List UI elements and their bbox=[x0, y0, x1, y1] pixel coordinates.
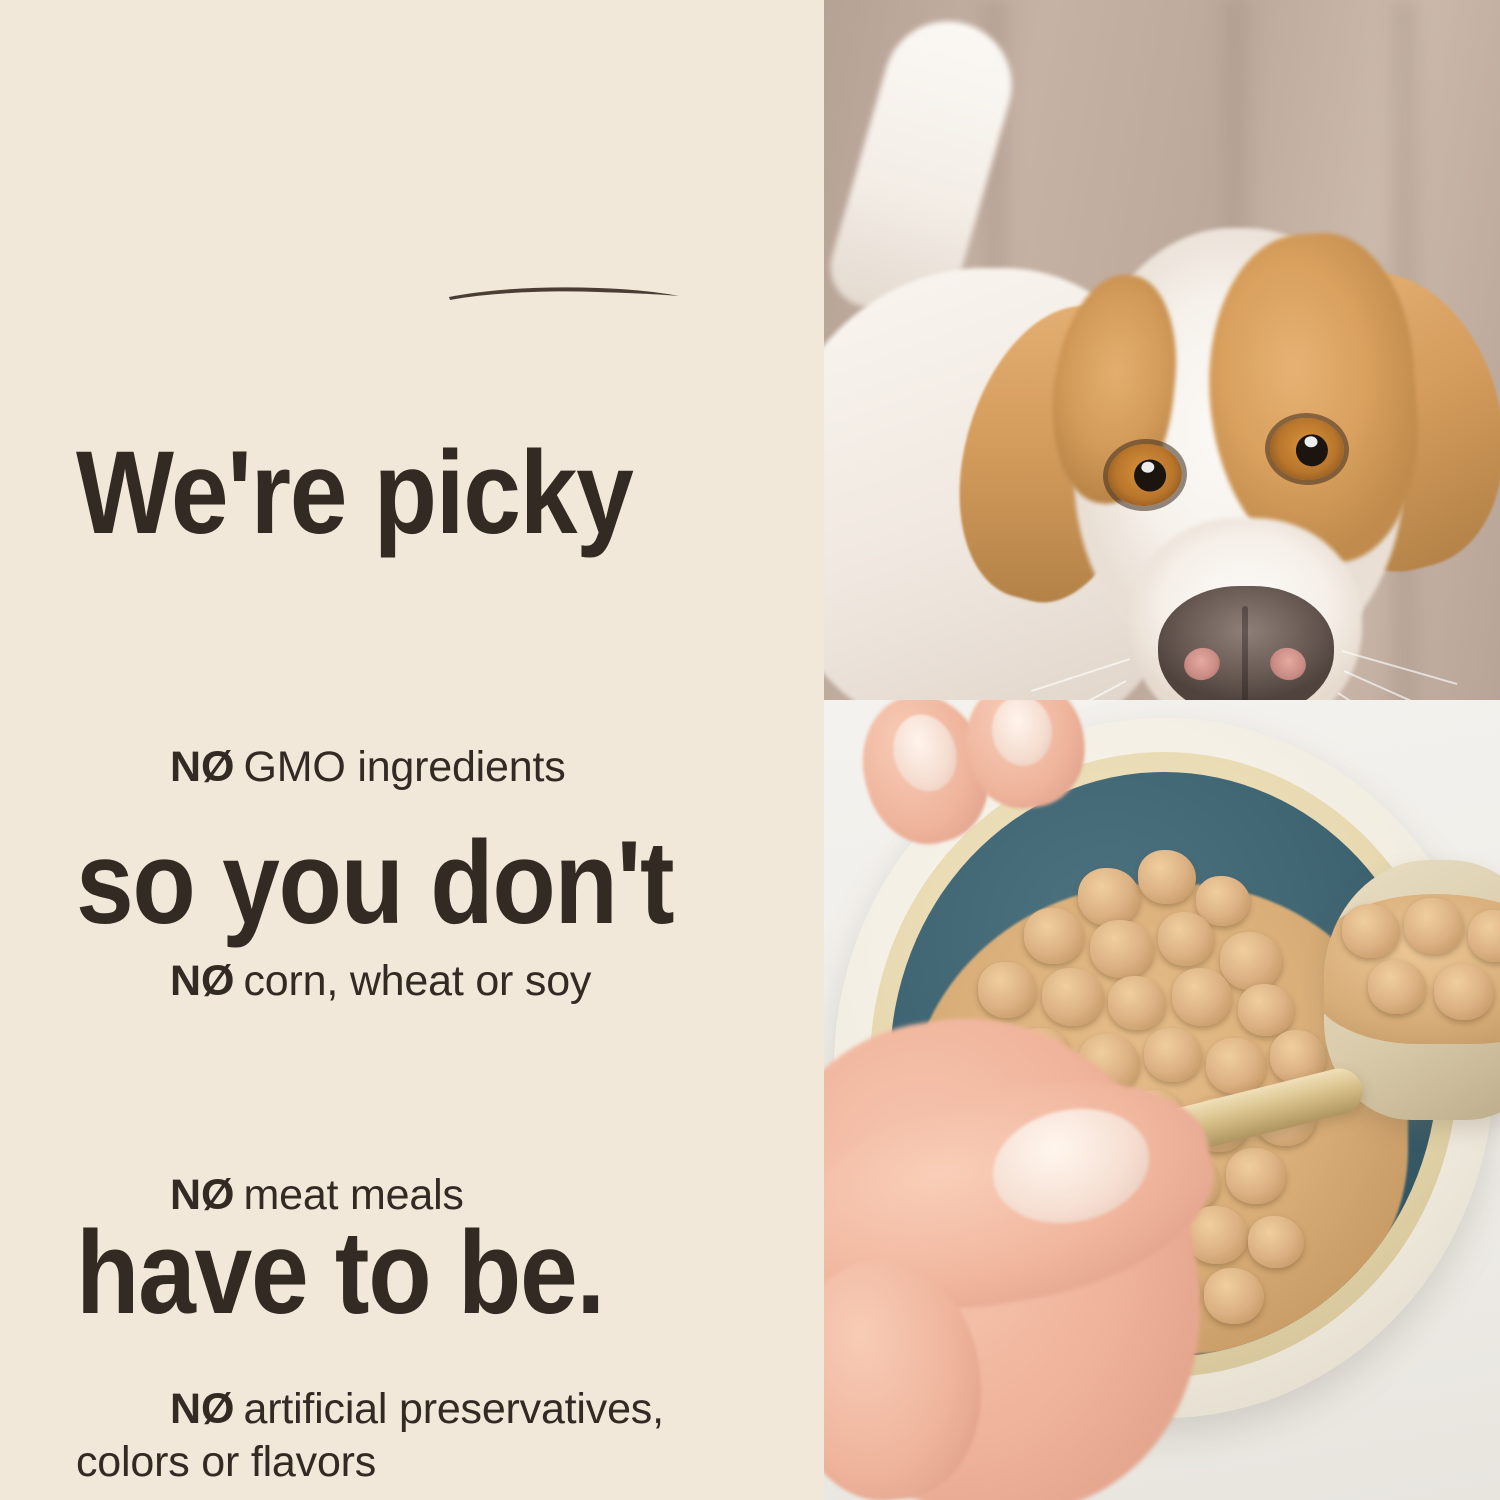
dog-nose bbox=[1158, 586, 1334, 712]
claims-list: NØ GMO ingredients NØ corn, wheat or soy N… bbox=[76, 688, 776, 1500]
photo-dog-looking-down bbox=[824, 0, 1500, 712]
list-item-label: corn, wheat or soy bbox=[243, 957, 592, 1005]
list-item-label: artificial preservatives, colors or flav… bbox=[76, 1385, 664, 1486]
headline-line-1: We're picky bbox=[76, 427, 634, 559]
page-title: We're picky so you don't have to be. bbox=[76, 168, 692, 1500]
list-item: NØ corn, wheat or soy bbox=[76, 902, 776, 1061]
list-item: NØ artificial preservatives, colors or fl… bbox=[76, 1330, 776, 1500]
photo-column bbox=[824, 0, 1500, 1500]
left-text-panel: We're picky so you don't have to be. NØ G… bbox=[76, 168, 776, 1500]
no-mark-icon: NØ bbox=[169, 1171, 235, 1219]
list-item-label: meat meals bbox=[243, 1171, 464, 1219]
headline-line-3: have to be. bbox=[76, 1207, 605, 1339]
no-mark-icon: NØ bbox=[169, 957, 235, 1005]
photo-bowl-of-kibble bbox=[824, 700, 1500, 1500]
no-mark-icon: NØ bbox=[169, 1385, 235, 1433]
headline-line-2: so you don't bbox=[76, 817, 675, 949]
list-item-label: GMO ingredients bbox=[243, 743, 566, 791]
no-mark-icon: NØ bbox=[169, 743, 235, 791]
dog-head bbox=[930, 218, 1500, 712]
list-item: NØ GMO ingredients bbox=[76, 688, 776, 847]
list-item: NØ meat meals bbox=[76, 1116, 776, 1275]
